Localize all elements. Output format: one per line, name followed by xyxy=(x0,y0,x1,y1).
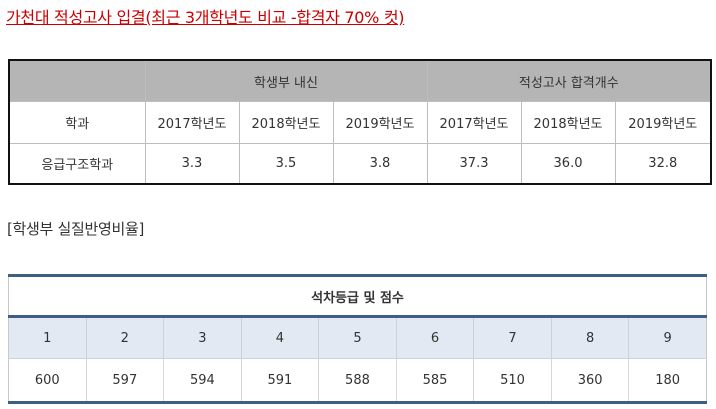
year-cell: 2017학년도 xyxy=(144,101,240,144)
score-row: 600 597 594 591 588 585 510 360 180 xyxy=(8,358,707,404)
value-cell: 3.8 xyxy=(332,143,428,185)
value-cell: 32.8 xyxy=(614,143,712,185)
value-cell: 3.5 xyxy=(238,143,334,185)
score-cell: 588 xyxy=(318,358,397,404)
grade-cell: 4 xyxy=(241,316,320,359)
year-cell: 2017학년도 xyxy=(426,101,522,144)
value-cell: 37.3 xyxy=(426,143,522,185)
grade-cell: 1 xyxy=(8,316,87,359)
grade-cell: 3 xyxy=(163,316,242,359)
header-blank-cell xyxy=(8,59,146,102)
score-cell: 591 xyxy=(241,358,320,404)
score-cell: 600 xyxy=(8,358,87,404)
section-title: [학생부 실질반영비율] xyxy=(7,220,145,238)
dept-header: 학과 xyxy=(8,101,146,144)
header-naesin: 학생부 내신 xyxy=(144,59,428,102)
score-cell: 510 xyxy=(473,358,552,404)
grade-cell: 5 xyxy=(318,316,397,359)
grade-cell: 2 xyxy=(86,316,165,359)
grade-cell: 9 xyxy=(628,316,707,359)
dept-name: 응급구조학과 xyxy=(8,143,146,185)
header-aptitude-count: 적성고사 합격개수 xyxy=(426,59,712,102)
score-cell: 585 xyxy=(396,358,475,404)
value-cell: 3.3 xyxy=(144,143,240,185)
grade-row: 1 2 3 4 5 6 7 8 9 xyxy=(8,316,707,359)
year-row: 학과 2017학년도 2018학년도 2019학년도 2017학년도 2018학… xyxy=(8,101,712,144)
year-cell: 2019학년도 xyxy=(332,101,428,144)
table-caption: 석차등급 및 점수 xyxy=(8,274,707,318)
grade-cell: 6 xyxy=(396,316,475,359)
grade-cell: 7 xyxy=(473,316,552,359)
grade-score-table: 석차등급 및 점수 1 2 3 4 5 6 7 8 9 600 597 594 … xyxy=(8,274,707,404)
table-caption-row: 석차등급 및 점수 xyxy=(8,274,707,318)
year-cell: 2018학년도 xyxy=(238,101,334,144)
table-row: 응급구조학과 3.3 3.5 3.8 37.3 36.0 32.8 xyxy=(8,143,712,185)
year-cell: 2019학년도 xyxy=(614,101,712,144)
score-cell: 360 xyxy=(551,358,630,404)
score-cell: 180 xyxy=(628,358,707,404)
score-cell: 597 xyxy=(86,358,165,404)
year-cell: 2018학년도 xyxy=(520,101,616,144)
admission-results-table: 학생부 내신 적성고사 합격개수 학과 2017학년도 2018학년도 2019… xyxy=(8,59,713,185)
score-cell: 594 xyxy=(163,358,242,404)
page-title: 가천대 적성고사 입결(최근 3개학년도 비교 -합격자 70% 컷) xyxy=(6,8,405,27)
table-header-row: 학생부 내신 적성고사 합격개수 xyxy=(8,59,712,102)
value-cell: 36.0 xyxy=(520,143,616,185)
grade-cell: 8 xyxy=(551,316,630,359)
